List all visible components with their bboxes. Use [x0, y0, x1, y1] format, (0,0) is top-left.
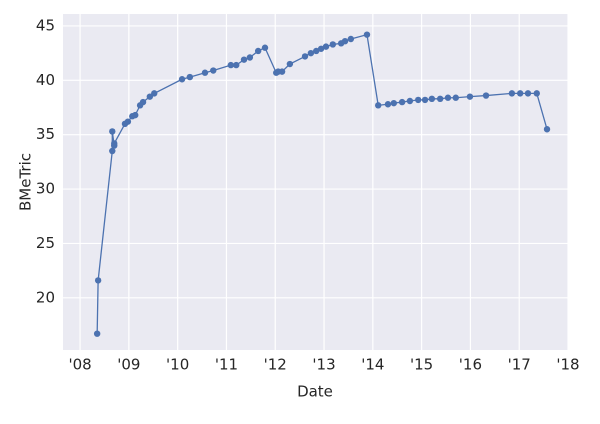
point: [508, 90, 516, 97]
x-tick-label: '11: [215, 356, 238, 374]
point: [317, 45, 325, 52]
point: [201, 69, 209, 76]
point: [139, 98, 147, 106]
point: [178, 76, 186, 83]
point: [421, 96, 429, 104]
point: [240, 56, 248, 63]
point: [406, 97, 414, 105]
point: [543, 126, 551, 133]
point: [374, 102, 382, 109]
x-tick-label: '12: [264, 356, 287, 374]
x-tick-label: '14: [361, 356, 384, 374]
y-tick-label: 20: [36, 288, 55, 306]
y-tick-label: 40: [36, 71, 55, 89]
point: [286, 60, 294, 68]
x-tick-label: '15: [410, 356, 433, 374]
point: [93, 330, 101, 337]
point: [415, 96, 422, 104]
point: [363, 31, 371, 38]
point: [301, 53, 309, 60]
y-tick-label: 30: [36, 180, 55, 198]
point: [146, 93, 154, 100]
point: [524, 90, 532, 97]
point: [261, 44, 269, 51]
point: [533, 90, 540, 97]
point: [233, 61, 240, 69]
x-tick-label: '13: [312, 356, 335, 374]
point: [313, 47, 320, 55]
point: [246, 54, 254, 61]
point: [109, 128, 116, 135]
y-tick-label: 35: [36, 125, 55, 143]
y-tick-label: 45: [36, 16, 55, 34]
x-tick-label: '18: [556, 356, 579, 374]
y-tick-label: 25: [36, 234, 55, 252]
point: [398, 98, 406, 106]
x-axis-title: Date: [297, 383, 333, 401]
x-tick-label: '17: [508, 356, 531, 374]
x-tick-label: '16: [459, 356, 482, 374]
point: [322, 43, 330, 50]
point: [341, 37, 349, 45]
point: [482, 92, 490, 99]
point: [307, 49, 315, 57]
point: [347, 35, 355, 43]
point: [452, 94, 459, 101]
point: [94, 277, 102, 284]
point: [210, 67, 217, 74]
point: [384, 101, 392, 108]
point: [466, 93, 474, 100]
point: [428, 95, 436, 103]
x-tick-label: '08: [68, 356, 91, 374]
point: [516, 90, 524, 97]
point: [132, 111, 139, 119]
point: [254, 47, 262, 55]
x-tick-label: '09: [117, 356, 140, 374]
point: [390, 99, 398, 107]
point: [278, 68, 286, 75]
point: [436, 95, 444, 103]
point: [186, 73, 194, 81]
x-tick-label: '10: [166, 356, 189, 374]
y-axis-title: BMeTric: [17, 153, 35, 211]
point: [151, 90, 158, 97]
point: [227, 61, 235, 69]
point: [109, 147, 116, 155]
point: [111, 140, 118, 147]
point: [329, 41, 337, 48]
point: [124, 118, 132, 125]
plot-area: [63, 14, 568, 350]
point: [444, 94, 452, 101]
